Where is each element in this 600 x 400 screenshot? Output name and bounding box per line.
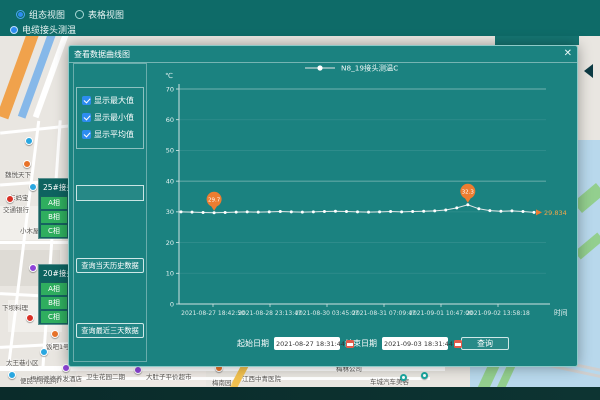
map-poi-pin[interactable] bbox=[23, 160, 31, 168]
start-date-label: 起始日期 bbox=[237, 339, 269, 348]
radio-config-view[interactable]: 组态视图 bbox=[16, 8, 65, 21]
map-poi-label: 小木屋烧烤 bbox=[20, 227, 53, 235]
end-date-input[interactable]: 2021-09-03 18:31:44 bbox=[382, 337, 463, 350]
map-poi-label: 太王巷小区 bbox=[6, 359, 39, 367]
radio-table-label: 表格视图 bbox=[88, 11, 125, 21]
sidebar-empty-input[interactable] bbox=[76, 185, 144, 201]
svg-text:70: 70 bbox=[166, 85, 174, 93]
max-marker-pin: 32.3 bbox=[460, 183, 476, 203]
svg-text:30: 30 bbox=[166, 208, 174, 216]
map-poi-label: 下坝料理 bbox=[2, 304, 28, 312]
svg-text:2021-08-30 03:45:07: 2021-08-30 03:45:07 bbox=[295, 310, 359, 317]
device-item[interactable]: 电缆接头测温 bbox=[10, 23, 76, 36]
bottom-status-bar bbox=[0, 387, 600, 400]
svg-text:32.3: 32.3 bbox=[462, 189, 475, 195]
map-poi-pin[interactable] bbox=[400, 374, 407, 381]
svg-text:℃: ℃ bbox=[165, 72, 173, 80]
checkbox-show-max[interactable]: 显示最大值 bbox=[82, 95, 143, 106]
radio-selected-icon bbox=[16, 10, 25, 19]
modal-title: 查看数据曲线图 bbox=[74, 50, 130, 59]
svg-text:60: 60 bbox=[166, 116, 174, 124]
map-poi-pin[interactable] bbox=[62, 364, 70, 372]
calendar-icon bbox=[346, 339, 355, 348]
radio-table-view[interactable]: 表格视图 bbox=[75, 8, 124, 21]
map-poi-pin[interactable] bbox=[25, 137, 33, 145]
modal-header: 查看数据曲线图 ✕ bbox=[69, 46, 577, 63]
radio-unselected-icon bbox=[75, 10, 85, 19]
map-poi-pin[interactable] bbox=[29, 264, 37, 272]
data-curve-modal: 查看数据曲线图 ✕ 显示最大值 显示最小值 显示平均值 查询当天历史数据 bbox=[68, 45, 578, 367]
map-road bbox=[60, 377, 430, 380]
svg-text:2021-08-27 18:42:50: 2021-08-27 18:42:50 bbox=[181, 310, 245, 317]
checkbox-checked-icon bbox=[82, 96, 91, 105]
svg-text:0: 0 bbox=[170, 300, 174, 308]
svg-text:时间: 时间 bbox=[554, 308, 568, 317]
map-poi-layer: 魏悦天下 车蚂宝 交通银行 小木屋烧烤 下坝料理 创业电脑 饭吧1号 太王巷小区 便民平价超市梧… bbox=[0, 36, 600, 387]
svg-text:10: 10 bbox=[166, 270, 174, 278]
svg-text:29.7: 29.7 bbox=[208, 197, 221, 203]
svg-text:2021-09-02 13:58:18: 2021-09-02 13:58:18 bbox=[466, 310, 530, 317]
map-poi-label: 梅南园 bbox=[212, 379, 232, 387]
svg-text:40: 40 bbox=[166, 177, 174, 185]
map-poi-pin[interactable] bbox=[134, 366, 142, 374]
map-poi-pin[interactable] bbox=[41, 309, 49, 317]
svg-text:2021-08-28 23:13:47: 2021-08-28 23:13:47 bbox=[238, 310, 302, 317]
device-label: 电缆接头测温 bbox=[22, 26, 77, 36]
checkbox-show-avg[interactable]: 显示平均值 bbox=[82, 129, 143, 140]
map-poi-pin[interactable] bbox=[51, 330, 59, 338]
query-three-days-button[interactable]: 查询最近三天数据 bbox=[76, 323, 144, 338]
close-icon[interactable]: ✕ bbox=[563, 48, 572, 59]
map-poi-pin[interactable] bbox=[26, 314, 34, 322]
background-panel-strip bbox=[495, 36, 579, 45]
end-date-label: 结束日期 bbox=[345, 339, 377, 348]
checkbox-checked-icon bbox=[82, 130, 91, 139]
panel-collapse-arrow-icon[interactable] bbox=[584, 64, 593, 78]
map-poi-label: 梧桐婆婆养发酒店 bbox=[30, 375, 82, 383]
svg-text:29.834: 29.834 bbox=[544, 209, 567, 217]
query-submit-button[interactable]: 查询 bbox=[461, 337, 509, 350]
checkbox-show-min[interactable]: 显示最小值 bbox=[82, 112, 143, 123]
checkbox-checked-icon bbox=[82, 113, 91, 122]
map-poi-label: 交通银行 bbox=[3, 206, 29, 214]
date-range-row: 起始日期 2021-08-27 18:31:44 结束日期 2021-09-03… bbox=[237, 337, 509, 350]
svg-text:N8_19接头测温C: N8_19接头测温C bbox=[341, 64, 398, 73]
map-poi-label: 饭吧1号 bbox=[46, 343, 70, 351]
chart-sidebar: 显示最大值 显示最小值 显示平均值 查询当天历史数据 查询最近三天数据 bbox=[73, 63, 147, 362]
map-poi-label: 卫生花园二期 bbox=[86, 373, 125, 381]
map-poi-pin[interactable] bbox=[29, 183, 37, 191]
map-poi-pin[interactable] bbox=[8, 371, 16, 379]
radio-config-label: 组态视图 bbox=[29, 11, 66, 21]
min-marker-pin: 29.7 bbox=[206, 191, 222, 211]
view-switcher: 组态视图 表格视图 bbox=[16, 8, 124, 21]
end-date-value: 2021-09-03 18:31:44 bbox=[384, 339, 454, 348]
display-options-box: 显示最大值 显示最小值 显示平均值 bbox=[76, 87, 144, 149]
svg-text:2021-09-01 10:47:00: 2021-09-01 10:47:00 bbox=[409, 310, 473, 317]
map-poi-label: 梅林公司 bbox=[336, 365, 362, 373]
map-poi-pin[interactable] bbox=[53, 280, 61, 288]
map-road bbox=[0, 241, 70, 244]
map-poi-pin[interactable] bbox=[40, 348, 48, 356]
map-poi-label: 车城汽车美容 bbox=[370, 378, 409, 386]
query-today-button[interactable]: 查询当天历史数据 bbox=[76, 258, 144, 273]
svg-text:2021-08-31 07:09:47: 2021-08-31 07:09:47 bbox=[352, 310, 416, 317]
chart-legend[interactable]: N8_19接头测温C bbox=[305, 64, 398, 73]
map-poi-label: 大肚子平价超市 bbox=[146, 373, 192, 381]
map-poi-label: 车蚂宝 bbox=[9, 194, 29, 202]
svg-text:50: 50 bbox=[166, 147, 174, 155]
top-toolbar: 组态视图 表格视图 电缆接头测温 bbox=[0, 0, 600, 36]
map-poi-label: 魏悦天下 bbox=[5, 171, 31, 179]
start-date-value: 2021-08-27 18:31:44 bbox=[276, 339, 346, 348]
device-dot-icon bbox=[10, 25, 18, 34]
map-poi-pin[interactable] bbox=[421, 372, 428, 379]
svg-text:20: 20 bbox=[166, 239, 174, 247]
map-poi-label: 江西中青医院 bbox=[242, 375, 281, 383]
map-poi-pin[interactable] bbox=[6, 195, 14, 203]
map-poi-label: 便民平价超市 bbox=[20, 377, 59, 385]
start-date-input[interactable]: 2021-08-27 18:31:44 bbox=[274, 337, 355, 350]
calendar-icon bbox=[454, 339, 463, 348]
